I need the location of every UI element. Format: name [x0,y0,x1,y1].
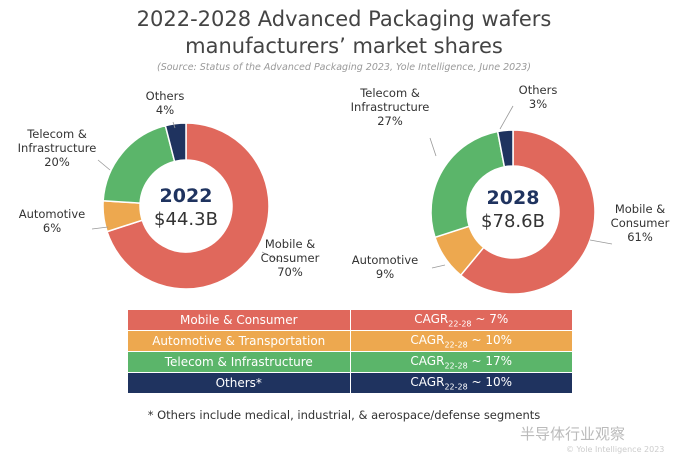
cagr-row: Others* CAGR22-28 ~ 10% [127,372,573,394]
copyright: © Yole Intelligence 2023 [566,445,665,454]
chart-title: 2022-2028 Advanced Packaging wafers manuf… [0,6,688,60]
leader-line [91,226,109,230]
segment-cell: Mobile & Consumer [127,309,351,331]
donut-2022-year: 2022 [159,185,213,207]
cagr-sub: 22-28 [444,361,468,371]
cagr-cell: CAGR22-28 ~ 10% [349,330,573,352]
title-line-1: 2022-2028 Advanced Packaging wafers [136,7,552,31]
cagr-sub: 22-28 [448,319,472,329]
leader-line [431,264,446,269]
segment-cell: Automotive & Transportation [127,330,351,352]
cagr-row: Automotive & Transportation CAGR22-28 ~ 1… [127,330,573,352]
cagr-value: ~ 10% [471,374,513,389]
title-line-2: manufacturers’ market shares [185,34,503,58]
cagr-sub: 22-28 [444,382,468,392]
cagr-cell: CAGR22-28 ~ 7% [349,309,573,331]
cagr-value: ~ 17% [471,353,513,368]
cagr-sub: 22-28 [444,340,468,350]
cagr-row: Telecom & Infrastructure CAGR22-28 ~ 17% [127,351,573,373]
segment-cell: Others* [127,372,351,394]
cagr-row: Mobile & Consumer CAGR22-28 ~ 7% [127,309,573,331]
cagr-prefix: CAGR [410,374,445,389]
cagr-prefix: CAGR [414,311,449,326]
source-note: (Source: Status of the Advanced Packagin… [157,62,531,73]
segment-cell: Telecom & Infrastructure [127,351,351,373]
cagr-cell: CAGR22-28 ~ 17% [349,351,573,373]
donut-2028-total: $78.6B [481,211,545,232]
cagr-value: ~ 7% [475,311,509,326]
donut-hole [140,160,232,252]
slice-label: Mobile & Consumer 61% [610,202,670,244]
leader-line [589,239,613,245]
cagr-prefix: CAGR [410,332,445,347]
leader-line [97,159,111,171]
slice-label: Others 4% [145,89,185,117]
slice-label: Telecom & Infrastructure 27% [350,86,430,128]
cagr-cell: CAGR22-28 ~ 10% [349,372,573,394]
leader-line [261,251,283,263]
leader-line [499,105,514,130]
slice-label: Automotive 9% [351,253,419,281]
cagr-prefix: CAGR [410,353,445,368]
slice-label: Others 3% [518,83,558,111]
slice-label: Telecom & Infrastructure 20% [17,127,97,169]
footnote: * Others include medical, industrial, & … [147,408,541,422]
donut-2022-total: $44.3B [154,209,218,230]
leader-line [429,137,437,157]
slice-label: Automotive 6% [18,207,86,235]
donut-hole [467,166,559,258]
leader-line [172,121,176,129]
slice-label: Mobile & Consumer 70% [260,237,320,279]
watermark: 半导体行业观察 [520,425,626,443]
donut-2028-year: 2028 [486,187,540,209]
cagr-value: ~ 10% [471,332,513,347]
cagr-table: Mobile & Consumer CAGR22-28 ~ 7% Automotiv… [127,309,573,394]
